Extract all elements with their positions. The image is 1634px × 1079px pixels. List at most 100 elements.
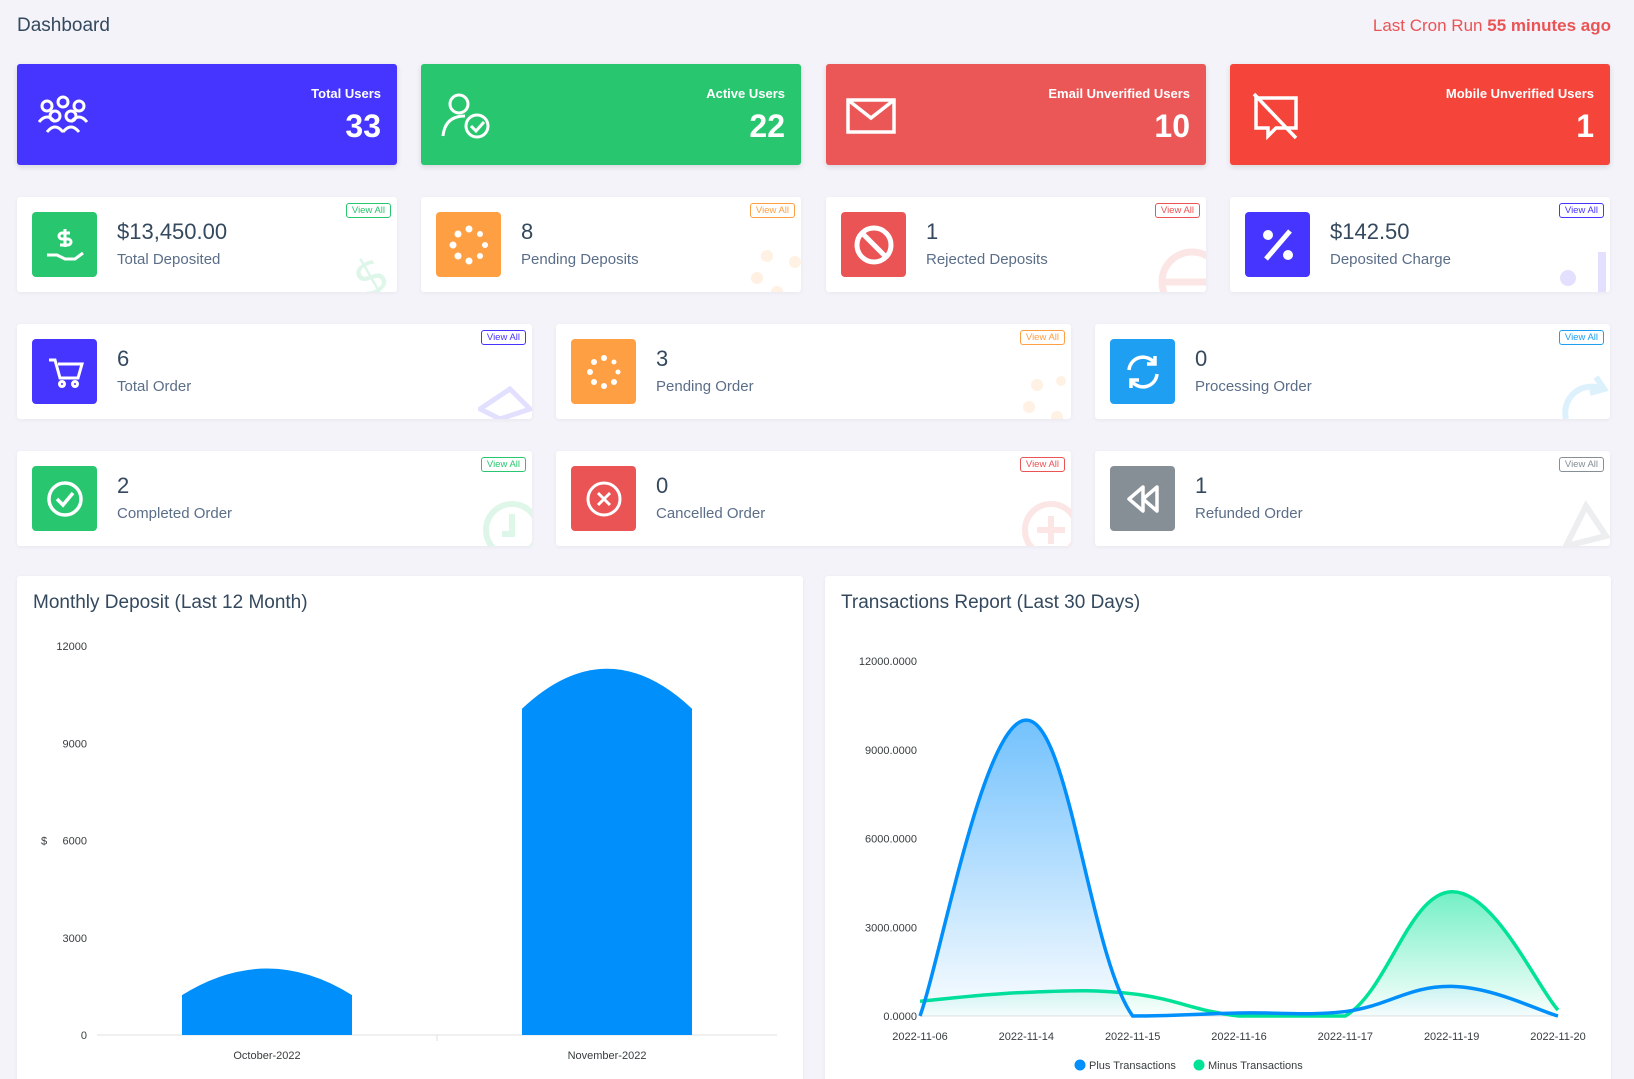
view-all-button[interactable]: View All	[1558, 203, 1604, 218]
stat-label: Total Users	[311, 86, 381, 101]
chart-title: Monthly Deposit (Last 12 Month)	[33, 592, 308, 613]
view-all-button[interactable]: View All	[1019, 330, 1065, 345]
stat-value: 22	[749, 108, 785, 144]
widget-label: Pending Deposits	[521, 251, 639, 268]
stat-card-total-users[interactable]: Total Users 33	[17, 64, 397, 165]
percent-icon	[1245, 212, 1310, 277]
spinner-icon	[751, 250, 801, 292]
chart-title: Transactions Report (Last 30 Days)	[841, 592, 1141, 613]
times-circle-icon	[571, 466, 636, 531]
y-tick-label: 6000	[63, 836, 87, 848]
x-tick-label: 2022-11-14	[999, 1031, 1054, 1043]
y-tick-label: 3000	[63, 933, 87, 945]
stat-value: 33	[345, 108, 381, 144]
widget-value: 0	[1195, 346, 1208, 371]
widget-refunded-order: 1 Refunded Order View All	[1095, 451, 1610, 546]
widget-rejected-deposits: 1 Rejected Deposits View All	[826, 197, 1206, 292]
view-all-button[interactable]: View All	[1558, 457, 1604, 472]
widget-label: Cancelled Order	[656, 505, 766, 522]
users-icon	[37, 95, 89, 133]
view-all-button[interactable]: View All	[1558, 330, 1604, 345]
y-tick-label: 0.0000	[883, 1011, 917, 1023]
backward-icon	[1110, 466, 1175, 531]
legend-marker[interactable]	[1193, 1059, 1205, 1071]
stat-card-mobile-unverified[interactable]: Mobile Unverified Users 1	[1230, 64, 1610, 165]
backward-icon	[1562, 500, 1610, 546]
x-tick-label: November-2022	[568, 1050, 647, 1062]
bar[interactable]	[522, 668, 692, 1035]
check-circle-icon	[483, 501, 532, 546]
stat-card-email-unverified[interactable]: Email Unverified Users 10	[826, 64, 1206, 165]
y-tick-label: 3000.0000	[865, 922, 917, 934]
x-tick-label: October-2022	[233, 1050, 300, 1062]
transactions-report-chart: 0.0000 3000.0000 6000.0000 9000.0000 12000.0…	[859, 656, 1586, 1072]
stat-label: Email Unverified Users	[1048, 86, 1190, 101]
ban-icon	[841, 212, 906, 277]
widget-label: Rejected Deposits	[926, 251, 1048, 268]
stat-value: 1	[1576, 108, 1594, 144]
widget-cancelled-order: 0 Cancelled Order View All	[556, 451, 1071, 546]
legend-marker[interactable]	[1074, 1059, 1086, 1071]
widget-label: Deposited Charge	[1330, 251, 1451, 268]
view-all-button[interactable]: View All	[1019, 457, 1065, 472]
view-all-button[interactable]: View All	[1154, 203, 1200, 218]
legend-label[interactable]: Plus Transactions	[1089, 1060, 1176, 1072]
view-all-button[interactable]: View All	[345, 203, 391, 218]
view-all-button[interactable]: View All	[480, 457, 526, 472]
x-tick-label: 2022-11-06	[892, 1031, 947, 1043]
y-tick-label: 9000.0000	[865, 745, 917, 757]
legend-label[interactable]: Minus Transactions	[1208, 1060, 1303, 1072]
view-all-button[interactable]: View All	[749, 203, 795, 218]
widget-label: Refunded Order	[1195, 505, 1303, 522]
widget-total-order: 6 Total Order View All	[17, 324, 532, 419]
top-bar: Dashboard Last Cron Run 55 minutes ago	[17, 10, 1611, 42]
envelope-icon	[846, 98, 896, 134]
widget-value: 1	[1195, 473, 1208, 498]
x-tick-label: 2022-11-15	[1105, 1031, 1160, 1043]
series-line[interactable]	[918, 718, 1559, 1018]
widget-label: Pending Order	[656, 378, 754, 395]
widget-label: Total Deposited	[117, 251, 221, 268]
spinner-icon	[1023, 376, 1066, 419]
spinner-icon	[436, 212, 501, 277]
widget-value: 6	[117, 346, 130, 371]
cart-icon	[32, 339, 97, 404]
widget-value: 1	[926, 219, 939, 244]
cart-icon	[478, 385, 532, 419]
widget-value: 0	[656, 473, 669, 498]
sync-icon	[1562, 375, 1609, 419]
svg-text:$: $	[343, 244, 397, 292]
y-tick-label: 0	[81, 1030, 87, 1042]
user-check-icon	[441, 93, 490, 139]
hand-dollar-icon	[32, 212, 97, 277]
widget-pending-deposits: 8 Pending Deposits View All	[421, 197, 801, 292]
dollar-icon: $	[343, 244, 397, 292]
stat-card-active-users[interactable]: Active Users 22	[421, 64, 801, 165]
stat-label: Mobile Unverified Users	[1445, 86, 1594, 101]
page-title: Dashboard	[17, 15, 110, 36]
widget-completed-order: 2 Completed Order View All	[17, 451, 532, 546]
widget-value: 2	[117, 473, 130, 498]
ban-icon	[1158, 248, 1206, 292]
widget-value: $13,450.00	[117, 219, 228, 244]
stat-label: Active Users	[706, 86, 785, 101]
x-tick-label: 2022-11-16	[1211, 1031, 1266, 1043]
sync-icon	[1110, 339, 1175, 404]
bar[interactable]	[182, 968, 352, 1035]
stat-value: 10	[1154, 108, 1190, 144]
widget-value: 8	[521, 219, 534, 244]
widget-processing-order: 0 Processing Order View All	[1095, 324, 1610, 419]
spinner-icon	[571, 339, 636, 404]
widget-label: Processing Order	[1195, 378, 1312, 395]
transactions-report-card: Transactions Report (Last 30 Days) 0.000…	[825, 576, 1611, 1079]
cron-status: Last Cron Run 55 minutes ago	[1373, 16, 1611, 36]
plus-circle-icon	[1022, 501, 1071, 546]
x-tick-label: 2022-11-17	[1318, 1031, 1373, 1043]
monthly-deposit-card: Monthly Deposit (Last 12 Month) 0 3000 600…	[17, 576, 803, 1079]
y-axis-label: $	[41, 836, 47, 848]
widget-deposited-charge: $142.50 Deposited Charge View All	[1230, 197, 1610, 292]
cron-value: 55 minutes ago	[1487, 16, 1611, 35]
percent-icon	[1560, 252, 1606, 292]
monthly-deposit-chart: 0 3000 6000 9000 12000 $ October-2022 November-…	[41, 641, 777, 1062]
view-all-button[interactable]: View All	[480, 330, 526, 345]
